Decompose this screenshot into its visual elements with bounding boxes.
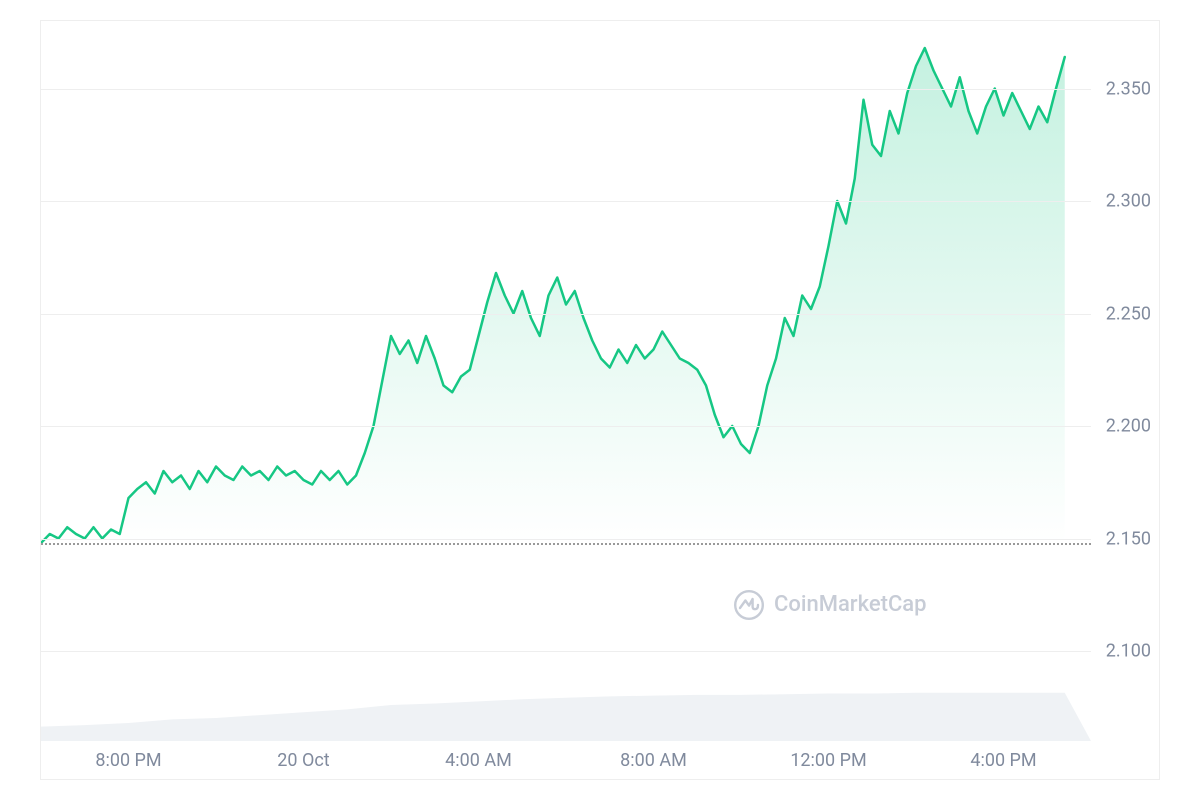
y-axis-label: 2.350 bbox=[1106, 78, 1151, 99]
grid-line bbox=[41, 89, 1091, 90]
x-axis-label: 20 Oct bbox=[277, 750, 329, 771]
plot-area: CoinMarketCap bbox=[41, 21, 1091, 741]
price-line bbox=[41, 21, 1091, 741]
coinmarketcap-logo-icon bbox=[734, 590, 764, 620]
grid-line bbox=[41, 426, 1091, 427]
y-axis-label: 2.200 bbox=[1106, 416, 1151, 437]
watermark: CoinMarketCap bbox=[734, 590, 927, 620]
y-axis-label: 2.300 bbox=[1106, 191, 1151, 212]
baseline-dotted bbox=[41, 543, 1091, 545]
grid-line bbox=[41, 539, 1091, 540]
grid-line bbox=[41, 651, 1091, 652]
y-axis-label: 2.250 bbox=[1106, 303, 1151, 324]
x-axis-label: 8:00 AM bbox=[620, 750, 687, 771]
grid-line bbox=[41, 314, 1091, 315]
price-chart[interactable]: CoinMarketCap 2.100 2.150 2.200 2.250 2.300 2… bbox=[40, 20, 1160, 780]
y-axis-label: 2.100 bbox=[1106, 641, 1151, 662]
x-axis-label: 4:00 PM bbox=[970, 750, 1036, 771]
x-axis-label: 4:00 AM bbox=[445, 750, 512, 771]
grid-line bbox=[41, 201, 1091, 202]
watermark-text: CoinMarketCap bbox=[774, 592, 927, 617]
y-axis-label: 2.150 bbox=[1106, 528, 1151, 549]
x-axis-label: 8:00 PM bbox=[95, 750, 161, 771]
x-axis-label: 12:00 PM bbox=[790, 750, 866, 771]
